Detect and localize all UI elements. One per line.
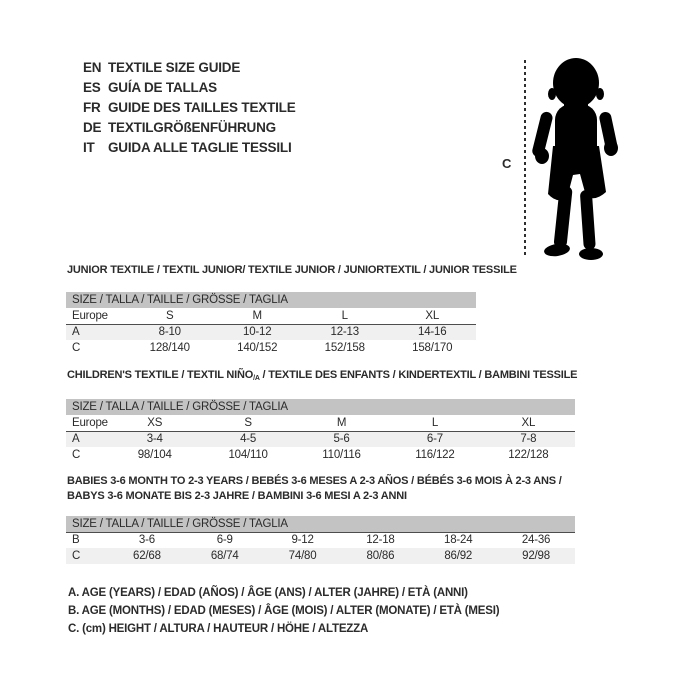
height-cell: 110/116 <box>322 449 361 461</box>
height-cell: 122/128 <box>508 449 549 461</box>
height-cell: 140/152 <box>237 342 278 354</box>
language-label: TEXTILGRÖßENFÜHRUNG <box>108 120 276 135</box>
row-label: C <box>72 550 81 562</box>
language-guide: EN TEXTILE SIZE GUIDE ES GUÍA DE TALLAS … <box>83 58 296 158</box>
age-cell: 3-4 <box>146 433 163 445</box>
age-cell: 8-10 <box>158 326 181 338</box>
table-row-age: A 8-10 10-12 12-13 14-16 <box>66 324 476 340</box>
age-cell: 10-12 <box>243 326 272 338</box>
row-label: C <box>72 342 81 354</box>
children-table-title: CHILDREN'S TEXTILE / TEXTIL NIÑO/A / TEX… <box>67 369 578 385</box>
size-cell: L <box>341 310 348 322</box>
children-size-table: SIZE / TALLA / TAILLE / GRÖSSE / TAGLIA … <box>66 399 575 463</box>
table-row-europe: Europe S M L XL <box>66 308 476 324</box>
height-cell: 92/98 <box>522 550 550 562</box>
language-label: GUIDA ALLE TAGLIE TESSILI <box>108 140 292 155</box>
height-cell: 104/110 <box>228 449 268 461</box>
height-cell: 62/68 <box>133 550 161 562</box>
size-cell: S <box>166 310 174 322</box>
table-row-height: C 128/140 140/152 152/158 158/170 <box>66 340 476 356</box>
height-cell: 80/86 <box>366 550 395 562</box>
row-label: Europe <box>72 417 108 429</box>
height-measure-dashed-line <box>524 60 526 258</box>
height-cell: 74/80 <box>288 550 317 562</box>
size-cell: M <box>252 310 263 322</box>
size-cell: XL <box>521 417 536 429</box>
babies-title-line2: BABYS 3-6 MONATE BIS 2-3 JAHRE / BAMBINI… <box>67 490 407 502</box>
language-label: GUIDE DES TAILLES TEXTILE <box>108 100 296 115</box>
babies-size-table: SIZE / TALLA / TAILLE / GRÖSSE / TAGLIA … <box>66 516 575 564</box>
age-cell: 5-6 <box>333 433 350 445</box>
row-label: A <box>72 326 80 338</box>
language-code: FR <box>83 100 101 115</box>
children-title-text: / TEXTILE DES ENFANTS / KINDERTEXTIL / B… <box>259 369 578 381</box>
age-cell: 14-16 <box>418 326 447 338</box>
row-label: C <box>72 449 81 461</box>
height-cell: 152/158 <box>324 342 365 354</box>
height-cell: 116/122 <box>415 449 455 461</box>
table-row-height: C 62/68 68/74 74/80 80/86 86/92 92/98 <box>66 548 575 564</box>
age-cell: 12-18 <box>366 534 395 546</box>
height-cell: 98/104 <box>137 449 172 461</box>
age-cell: 12-13 <box>330 326 360 338</box>
language-row-de: DE TEXTILGRÖßENFÜHRUNG <box>83 118 296 138</box>
language-row-en: EN TEXTILE SIZE GUIDE <box>83 58 296 78</box>
language-row-es: ES GUÍA DE TALLAS <box>83 78 296 98</box>
note-age-years: A. AGE (YEARS) / EDAD (AÑOS) / ÂGE (ANS)… <box>68 587 468 599</box>
height-cell: 68/74 <box>210 550 239 562</box>
babies-table-title: BABIES 3-6 MONTH TO 2-3 YEARS / BEBÉS 3-… <box>67 474 562 504</box>
language-code: DE <box>83 120 102 135</box>
size-cell: XL <box>425 310 440 322</box>
size-cell: S <box>244 417 252 429</box>
age-cell: 7-8 <box>520 433 537 445</box>
language-label: GUÍA DE TALLAS <box>108 80 217 95</box>
age-cell: 24-36 <box>521 534 551 546</box>
table-row-age: A 3-4 4-5 5-6 6-7 7-8 <box>66 431 575 447</box>
language-code: EN <box>83 60 102 75</box>
junior-size-table: SIZE / TALLA / TAILLE / GRÖSSE / TAGLIA … <box>66 292 476 356</box>
size-header-bar: SIZE / TALLA / TAILLE / GRÖSSE / TAGLIA <box>66 516 575 532</box>
age-cell: 4-5 <box>240 433 257 445</box>
size-header-bar: SIZE / TALLA / TAILLE / GRÖSSE / TAGLIA <box>66 292 476 308</box>
legend-notes: A. AGE (YEARS) / EDAD (AÑOS) / ÂGE (ANS)… <box>68 584 500 638</box>
language-label: TEXTILE SIZE GUIDE <box>108 60 241 75</box>
age-cell: 18-24 <box>444 534 473 546</box>
size-cell: XS <box>147 417 163 429</box>
table-row-height: C 98/104 104/110 110/116 116/122 122/128 <box>66 447 575 463</box>
height-measure-label: C <box>502 156 512 171</box>
note-height-cm: C. (cm) HEIGHT / ALTURA / HAUTEUR / HÖHE… <box>68 623 369 635</box>
age-cell: 6-7 <box>426 433 443 445</box>
language-row-fr: FR GUIDE DES TAILLES TEXTILE <box>83 98 296 118</box>
size-cell: M <box>336 417 347 429</box>
size-header-bar: SIZE / TALLA / TAILLE / GRÖSSE / TAGLIA <box>66 399 575 415</box>
table-row-age-months: B 3-6 6-9 9-12 12-18 18-24 24-36 <box>66 532 575 548</box>
junior-table-title: JUNIOR TEXTILE / TEXTIL JUNIOR/ TEXTILE … <box>67 264 517 276</box>
note-age-months: B. AGE (MONTHS) / EDAD (MESES) / ÂGE (MO… <box>68 605 500 617</box>
age-cell: 3-6 <box>138 534 155 546</box>
row-label: B <box>72 534 80 546</box>
height-cell: 128/140 <box>149 342 190 354</box>
children-title-subscript: /A <box>253 375 260 382</box>
row-label: Europe <box>72 310 108 322</box>
toddler-silhouette-icon <box>532 58 618 260</box>
language-code: ES <box>83 80 101 95</box>
babies-title-line1: BABIES 3-6 MONTH TO 2-3 YEARS / BEBÉS 3-… <box>67 475 562 487</box>
table-row-europe: Europe XS S M L XL <box>66 415 575 431</box>
children-title-text: CHILDREN'S TEXTILE / TEXTIL NIÑO <box>67 369 254 381</box>
height-cell: 86/92 <box>444 550 473 562</box>
row-label: A <box>72 433 80 445</box>
size-cell: L <box>431 417 439 429</box>
age-cell: 9-12 <box>291 534 314 546</box>
age-cell: 6-9 <box>216 534 233 546</box>
height-cell: 158/170 <box>412 342 453 354</box>
language-row-it: IT GUIDA ALLE TAGLIE TESSILI <box>83 138 296 158</box>
language-code: IT <box>83 140 95 155</box>
